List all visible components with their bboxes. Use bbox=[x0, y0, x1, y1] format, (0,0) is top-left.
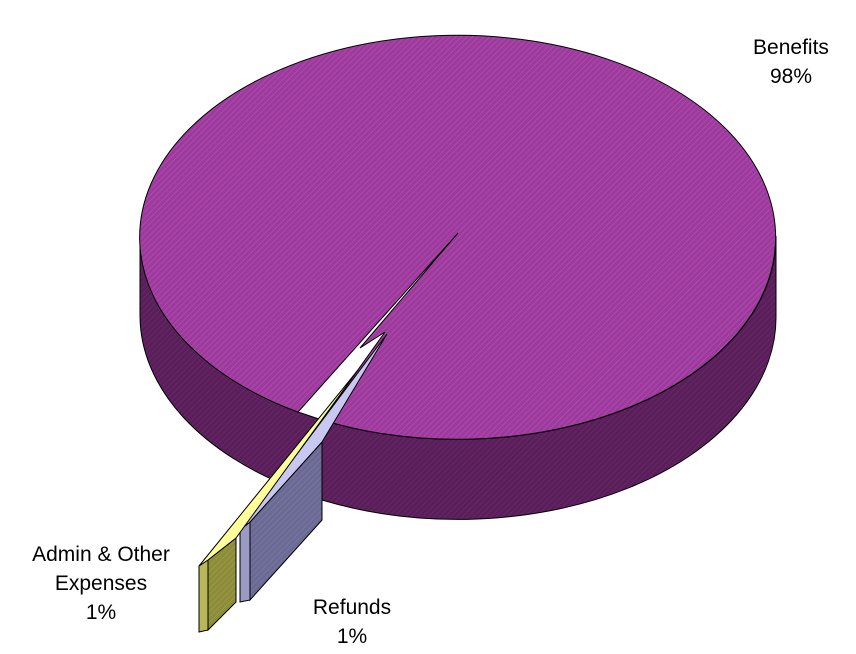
admin-slice bbox=[198, 369, 359, 567]
refunds-percent: 1% bbox=[336, 625, 368, 648]
refunds-label: Refunds 1% bbox=[292, 593, 412, 651]
refunds-slice-edge bbox=[239, 520, 251, 603]
admin-name-line2: Expenses bbox=[54, 572, 148, 595]
benefits-label: Benefits 98% bbox=[736, 33, 846, 91]
benefits-percent: 98% bbox=[769, 65, 813, 88]
benefits-name: Benefits bbox=[753, 36, 829, 59]
admin-label: Admin & Other Expenses 1% bbox=[6, 540, 196, 627]
benefits-slice bbox=[139, 34, 777, 440]
admin-name-line1: Admin & Other bbox=[32, 543, 170, 566]
refunds-name: Refunds bbox=[312, 596, 392, 619]
admin-slice-edge bbox=[198, 559, 209, 633]
admin-percent: 1% bbox=[85, 601, 117, 624]
